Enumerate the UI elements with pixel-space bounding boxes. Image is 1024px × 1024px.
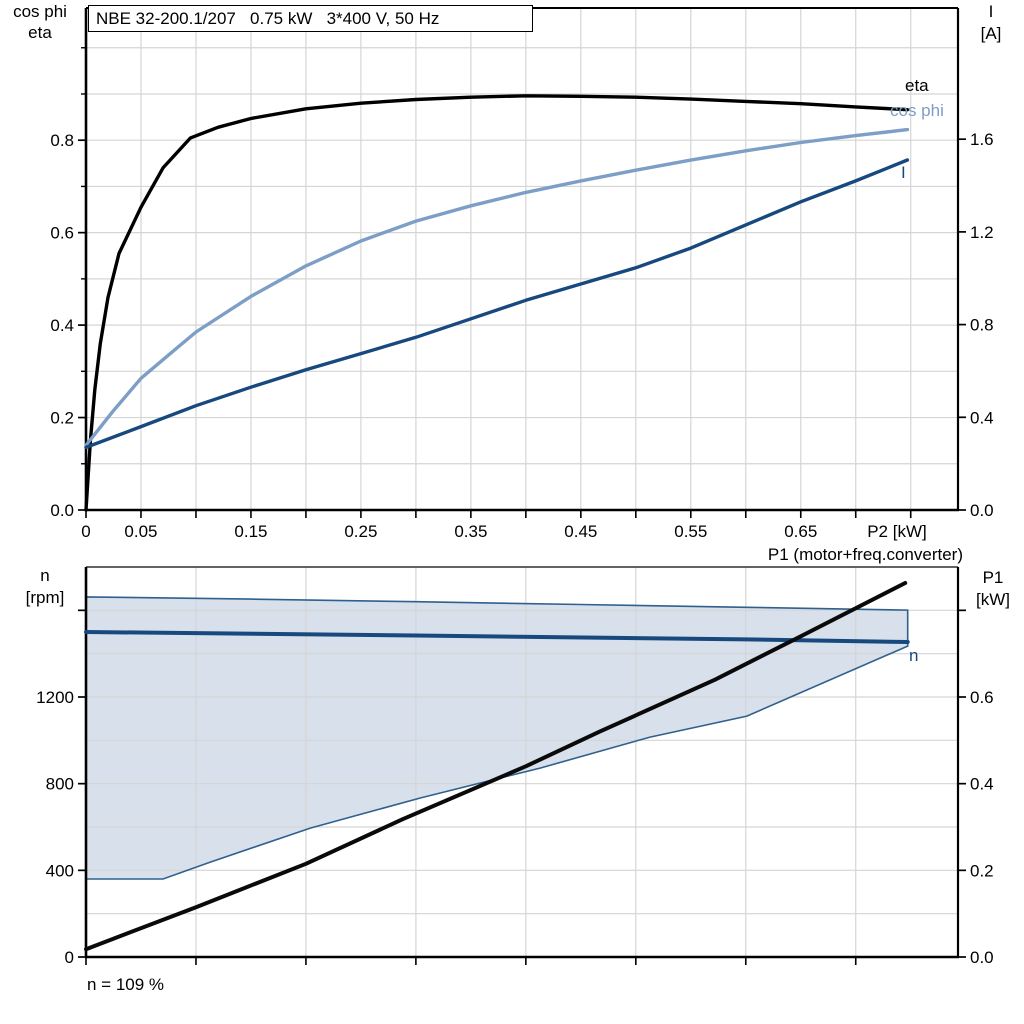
x-tick-label: 0.45 [564,522,597,541]
right-tick-label: 0.4 [970,408,994,427]
x-tick-label: 0 [81,522,90,541]
p1-curve-label: P1 (motor+freq.converter) [767,545,963,564]
bottom-chart: 0 400 800 1200 0.0 0.2 0.4 0.6 [36,566,994,967]
bottom-right-axis-title-p1: P1 [982,568,1004,587]
x-tick-label: 0.35 [454,522,487,541]
top-chart: 0 0.05 0.15 0.25 0.35 0.45 0.55 0.65 P2 [kW] 0.0 0… [50,7,994,541]
top-right-axis-title-ampere-unit: [A] [980,24,1002,43]
left-tick-label: 800 [46,775,74,794]
left-tick-label: 0.2 [50,409,74,428]
x-axis-unit-label: P2 [kW] [867,522,927,541]
right-tick-label: 0.8 [970,316,994,335]
right-tick-label: 0.0 [970,948,994,967]
right-tick-label: 1.6 [970,130,994,149]
left-tick-label: 0 [65,948,74,967]
left-tick-label: 1200 [36,688,74,707]
left-tick-label: 0.8 [50,131,74,150]
left-tick-label: 0.0 [50,501,74,520]
left-tick-label: 0.6 [50,224,74,243]
speed-curve-label: n [909,646,919,665]
speed-range-outline [85,596,909,880]
bottom-right-axis-title-kw-unit: [kW] [976,590,1010,609]
cos-phi-curve [84,127,910,447]
right-tick-label: 1.2 [970,223,994,242]
x-tick-label: 0.15 [234,522,267,541]
x-tick-label: 0.65 [784,522,817,541]
speed-percent-note: n = 109 % [87,975,165,994]
bottom-left-axis-title-speed: n [40,566,50,585]
cos-phi-curve-label: cos phi [890,101,944,120]
speed-range-area [86,596,908,879]
right-tick-label: 0.2 [970,861,994,880]
left-tick-label: 0.4 [50,316,74,335]
p1-curve [84,581,908,952]
bottom-left-axis-title-rpm-unit: [rpm] [25,588,65,607]
x-tick-label: 0.55 [674,522,707,541]
current-curve-label: I [901,163,906,182]
right-tick-label: 0.6 [970,688,994,707]
pump-title-box: NBE 32-200.1/207 0.75 kW 3*400 V, 50 Hz [88,5,533,32]
eta-curve-label: eta [905,76,929,95]
top-left-axis-title-cosphi: cos phi [13,2,67,21]
top-right-axis-title-current: I [988,2,994,21]
x-tick-label: 0.05 [124,522,157,541]
right-tick-label: 0.0 [970,501,994,520]
top-left-axis-title-eta: eta [28,23,52,42]
left-tick-label: 400 [46,861,74,880]
I-curve [84,158,910,450]
n-curve [84,630,910,644]
eta-curve [84,94,910,512]
right-tick-label: 0.4 [970,775,994,794]
x-tick-label: 0.25 [344,522,377,541]
